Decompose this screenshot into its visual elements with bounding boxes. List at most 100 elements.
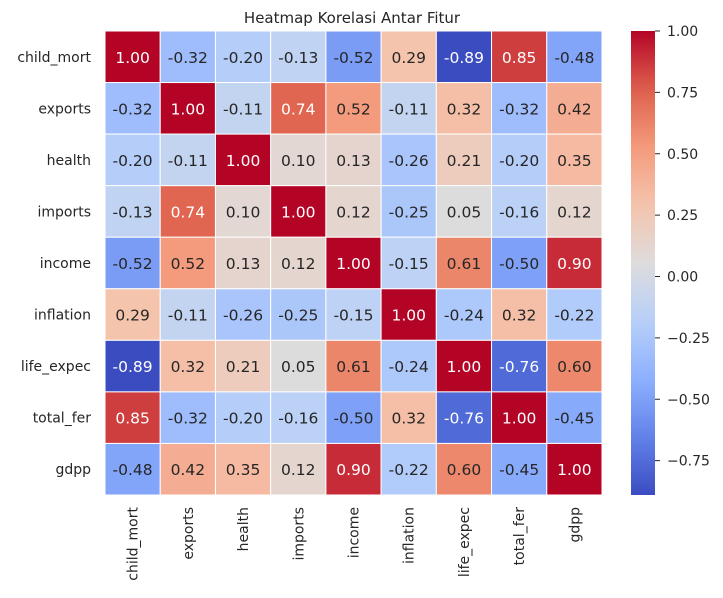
heatmap-cell xyxy=(325,82,382,135)
heatmap-cell xyxy=(214,82,272,135)
heatmap-value-label: 0.12 xyxy=(557,203,592,221)
column-tick-label: income xyxy=(347,507,363,558)
heatmap-value-label: 0.32 xyxy=(391,410,426,428)
heatmap-value-label: -0.32 xyxy=(168,410,208,428)
colorbar-tick-label: 0.75 xyxy=(667,85,698,101)
heatmap-value-label: 0.52 xyxy=(171,255,206,273)
heatmap-value-label: 1.00 xyxy=(502,410,537,428)
row-tick-label: health xyxy=(47,153,91,169)
heatmap-value-label: 0.60 xyxy=(447,461,482,479)
heatmap-value-label: 0.32 xyxy=(447,100,482,118)
heatmap-cell xyxy=(104,236,161,290)
heatmap-value-label: 0.35 xyxy=(557,152,592,170)
heatmap-value-label: 0.42 xyxy=(171,461,206,479)
heatmap-cell xyxy=(380,442,437,496)
heatmap-value-label: -0.26 xyxy=(223,307,263,325)
heatmap-cell xyxy=(491,82,548,135)
colorbar xyxy=(631,31,655,495)
heatmap-value-label: 1.00 xyxy=(171,100,206,118)
heatmap-cell xyxy=(270,133,327,187)
heatmap-cell xyxy=(380,236,437,290)
heatmap-cell xyxy=(104,133,161,187)
heatmap-value-label: -0.89 xyxy=(113,358,153,376)
heatmap-value-label: -0.20 xyxy=(223,410,263,428)
heatmap-cell xyxy=(214,133,272,187)
heatmap-cell xyxy=(104,30,161,84)
row-tick-label: income xyxy=(40,256,91,272)
heatmap-value-label: -0.22 xyxy=(389,461,429,479)
row-tick-label: total_fer xyxy=(33,411,92,427)
heatmap-value-label: -0.20 xyxy=(499,152,539,170)
heatmap-cell xyxy=(546,391,603,444)
heatmap-cell xyxy=(159,30,216,84)
heatmap-value-label: 0.90 xyxy=(336,461,371,479)
heatmap-cell xyxy=(104,391,161,444)
heatmap-cell xyxy=(325,133,382,187)
heatmap-cell xyxy=(104,82,161,135)
heatmap-cell xyxy=(491,30,548,84)
heatmap-cell xyxy=(159,185,216,238)
heatmap-value-label: 0.21 xyxy=(447,152,482,170)
heatmap-cell xyxy=(325,339,382,393)
colorbar-tick-label: 1.00 xyxy=(667,24,698,40)
heatmap-cell xyxy=(214,30,272,84)
heatmap-value-label: -0.50 xyxy=(333,410,373,428)
heatmap-value-label: -0.24 xyxy=(444,307,484,325)
heatmap-value-label: 0.42 xyxy=(557,100,592,118)
heatmap-cell xyxy=(546,133,603,187)
colorbar-tick-label: 0.25 xyxy=(667,208,698,224)
heatmap-cell xyxy=(270,288,327,341)
heatmap-value-label: -0.45 xyxy=(499,461,539,479)
heatmap-value-label: -0.13 xyxy=(278,49,318,67)
heatmap-cell xyxy=(159,339,216,393)
colorbar-ticks: 1.00 0.75 0.50 0.25 0.00 −0.25 −0.50 −0.75 xyxy=(655,24,710,470)
column-tick-label: imports xyxy=(291,507,307,561)
heatmap-value-label: 0.12 xyxy=(336,203,371,221)
row-tick-label: inflation xyxy=(34,308,91,324)
heatmap-cell xyxy=(104,185,161,238)
column-tick-label: inflation xyxy=(402,507,418,564)
heatmap-value-label: 0.12 xyxy=(281,255,316,273)
heatmap-value-label: 0.10 xyxy=(281,152,316,170)
heatmap-cell xyxy=(380,30,437,84)
heatmap-value-label: -0.20 xyxy=(223,49,263,67)
heatmap-value-label: -0.13 xyxy=(113,203,153,221)
heatmap-value-label: 1.00 xyxy=(336,255,371,273)
heatmap-value-label: 0.21 xyxy=(226,358,261,376)
heatmap-cell xyxy=(214,442,272,496)
heatmap-value-label: 1.00 xyxy=(391,307,426,325)
heatmap-cell xyxy=(214,288,272,341)
heatmap-cell xyxy=(104,288,161,341)
heatmap-cell xyxy=(546,236,603,290)
heatmap-value-label: -0.24 xyxy=(389,358,429,376)
heatmap-value-label: 0.85 xyxy=(502,49,537,67)
heatmap-value-label: 0.61 xyxy=(336,358,371,376)
heatmap-cell xyxy=(159,133,216,187)
heatmap-cell xyxy=(546,288,603,341)
heatmap-value-label: -0.52 xyxy=(113,255,153,273)
heatmap-value-label: -0.16 xyxy=(499,203,539,221)
heatmap-cell xyxy=(214,391,272,444)
column-tick-label: life_expec xyxy=(457,507,473,577)
heatmap-value-label: 0.74 xyxy=(281,100,316,118)
heatmap-cell xyxy=(380,391,437,444)
row-tick-label: gdpp xyxy=(55,462,91,478)
heatmap-value-label: -0.16 xyxy=(278,410,318,428)
heatmap-cell xyxy=(270,185,327,238)
heatmap-value-label: -0.50 xyxy=(499,255,539,273)
heatmap-value-label: -0.15 xyxy=(333,307,373,325)
column-tick-label: exports xyxy=(181,507,197,560)
heatmap-value-label: 0.05 xyxy=(281,358,316,376)
chart-title: Heatmap Korelasi Antar Fitur xyxy=(244,9,461,27)
heatmap-value-label: -0.11 xyxy=(168,307,208,325)
heatmap-value-label: -0.11 xyxy=(168,152,208,170)
heatmap-value-label: -0.11 xyxy=(223,100,263,118)
heatmap-value-label: -0.20 xyxy=(113,152,153,170)
heatmap-cell xyxy=(546,442,603,496)
heatmap-cell xyxy=(435,82,493,135)
column-tick-label: gdpp xyxy=(567,507,583,543)
heatmap-value-label: -0.45 xyxy=(554,410,594,428)
column-tick-label: health xyxy=(236,507,252,551)
heatmap-cell xyxy=(270,236,327,290)
heatmap-value-label: 1.00 xyxy=(115,49,150,67)
